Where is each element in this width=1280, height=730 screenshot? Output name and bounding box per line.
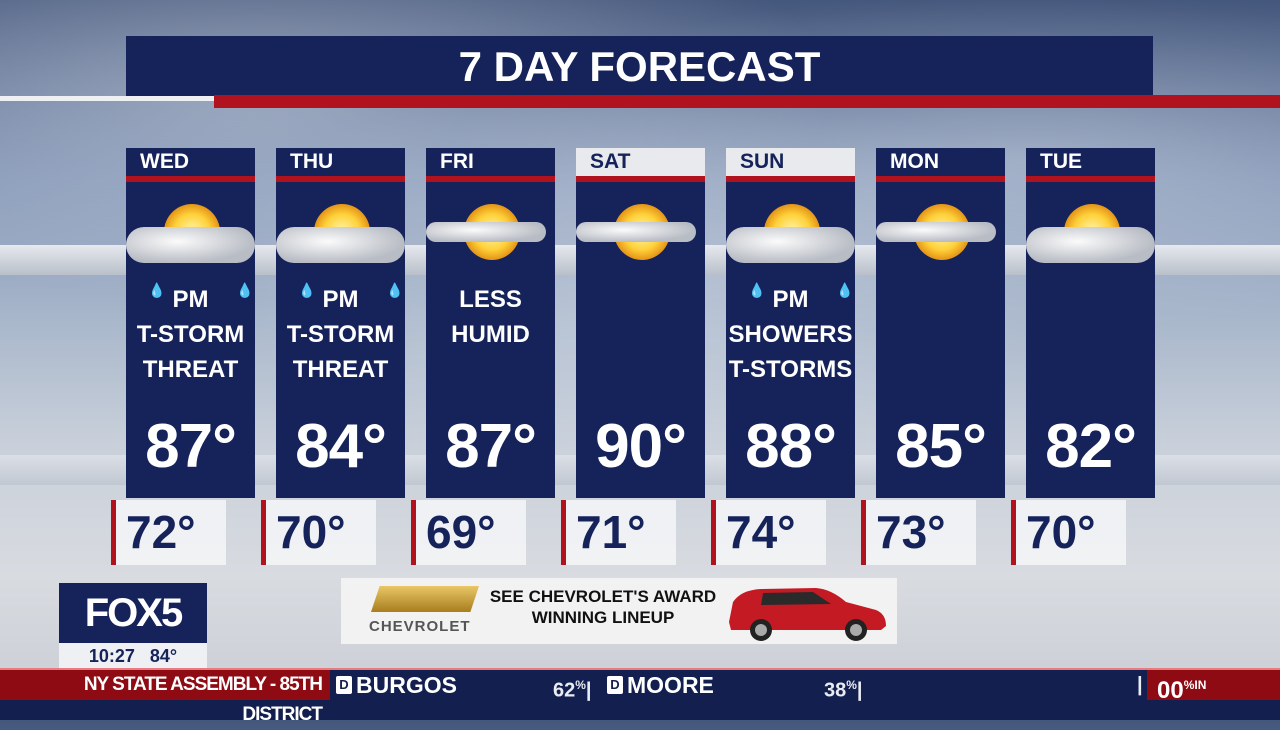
time-temp: 10:27 84° [59,643,207,669]
divider [426,176,555,182]
forecast-description [576,282,705,412]
chevrolet-ad[interactable]: CHEVROLET SEE CHEVROLET'S AWARD WINNING L… [341,578,897,644]
low-temp: 73° [861,500,976,565]
divider [576,176,705,182]
high-temp: 87° [445,412,537,481]
forecast-desc-line: PM [172,286,209,313]
forecast-day-sun: SUN 💧 💧 PM SHOWERS T-STORMS 88° [726,148,855,498]
candidate: D MOORE [607,670,714,700]
forecast-description [876,282,1005,412]
forecast-day-fri: FRI LESS HUMID 87° [426,148,555,498]
day-label: WED [140,150,189,173]
reporting-suffix: IN [1194,678,1207,692]
low-temp: 71° [561,500,676,565]
divider [126,176,255,182]
page-title: 7 DAY FORECAST [126,36,1153,96]
day-label: SUN [726,148,855,176]
current-temp: 84° [149,646,178,666]
party-badge: D [607,676,623,694]
forecast-day-wed: WED 💧 💧 PM T-STORM THREAT 87° [126,148,255,498]
sun-thin-cloud-icon [576,182,705,292]
sun-cloud-rain-icon: 💧 💧 [726,182,855,298]
day-label: MON [890,150,939,173]
sun-cloud-icon [1026,182,1155,292]
forecast-desc-line: PM [772,286,809,313]
high-temp: 84° [295,412,387,481]
percent-reporting: 00%IN [1147,670,1280,704]
pct-sign: % [1183,678,1195,692]
ad-brand: CHEVROLET [369,618,471,635]
forecast-description: PM SHOWERS T-STORMS [726,282,855,412]
pct-value: 38 [824,679,847,702]
divider [214,95,1280,108]
sun-cloud-rain-icon: 💧 💧 [276,182,405,298]
high-temp: 82° [1045,412,1137,481]
forecast-day-mon: MON 85° [876,148,1005,498]
race-label: NY STATE ASSEMBLY - 85TH DISTRICT [0,670,330,725]
high-temp: 88° [745,412,837,481]
high-temp: 85° [895,412,987,481]
divider [1026,176,1155,182]
forecast-desc-line: PM [322,286,359,313]
forecast-desc-line: SHOWERS [728,321,853,348]
sun-thin-cloud-icon [876,182,1005,292]
ad-line: SEE CHEVROLET'S AWARD [489,587,717,606]
high-temp: 90° [595,412,687,481]
forecast-day-thu: THU 💧 💧 PM T-STORM THREAT 84° [276,148,405,498]
reporting-value: 00 [1157,677,1184,704]
sun-thin-cloud-icon [426,182,555,292]
forecast-desc-line: T-STORM [286,321,395,348]
forecast-description [1026,282,1155,412]
candidate: D BURGOS [336,670,457,700]
candidate-name: MOORE [627,672,714,698]
low-temp: 70° [261,500,376,565]
ad-text: SEE CHEVROLET'S AWARD WINNING LINEUP [483,586,723,628]
day-label: FRI [440,150,474,173]
forecast-description: PM T-STORM THREAT [276,282,405,412]
divider [0,96,214,101]
pct-value: 62 [553,679,576,702]
sun-cloud-rain-icon: 💧 💧 [126,182,255,298]
chevrolet-bowtie-icon [371,586,479,612]
candidate-pct: 62%| [553,678,592,702]
election-ticker: NY STATE ASSEMBLY - 85TH DISTRICT D BURGO… [0,668,1280,725]
ad-line: WINNING LINEUP [531,608,675,627]
forecast-desc-line: T-STORMS [728,356,853,383]
forecast-description: PM T-STORM THREAT [126,282,255,412]
current-time: 10:27 [88,646,135,666]
party-badge: D [336,676,352,694]
high-temp: 87° [145,412,237,481]
pct-sign: % [846,678,857,692]
divider [276,176,405,182]
divider: | [1137,674,1143,696]
forecast-desc-line: THREAT [142,356,239,383]
candidate-name: BURGOS [356,672,457,698]
forecast-desc-line: HUMID [451,321,530,348]
day-label: THU [290,150,334,173]
forecast-desc-line: T-STORM [136,321,245,348]
candidate-pct: 38%| [824,678,863,702]
car-icon [729,588,886,641]
pct-sign: % [575,678,586,692]
low-temp: 74° [711,500,826,565]
forecast-description: LESS HUMID [426,282,555,412]
fox5-logo: FOX5 [59,583,207,643]
divider [876,176,1005,182]
low-temp: 70° [1011,500,1126,565]
forecast-desc-line: LESS [459,286,522,313]
forecast-day-tue: TUE 82° [1026,148,1155,498]
low-temp: 69° [411,500,526,565]
low-temp: 72° [111,500,226,565]
forecast-desc-line: THREAT [292,356,389,383]
divider [726,176,855,182]
day-label: TUE [1040,150,1082,173]
day-label: SAT [576,148,705,176]
forecast-day-sat: SAT 90° [576,148,705,498]
